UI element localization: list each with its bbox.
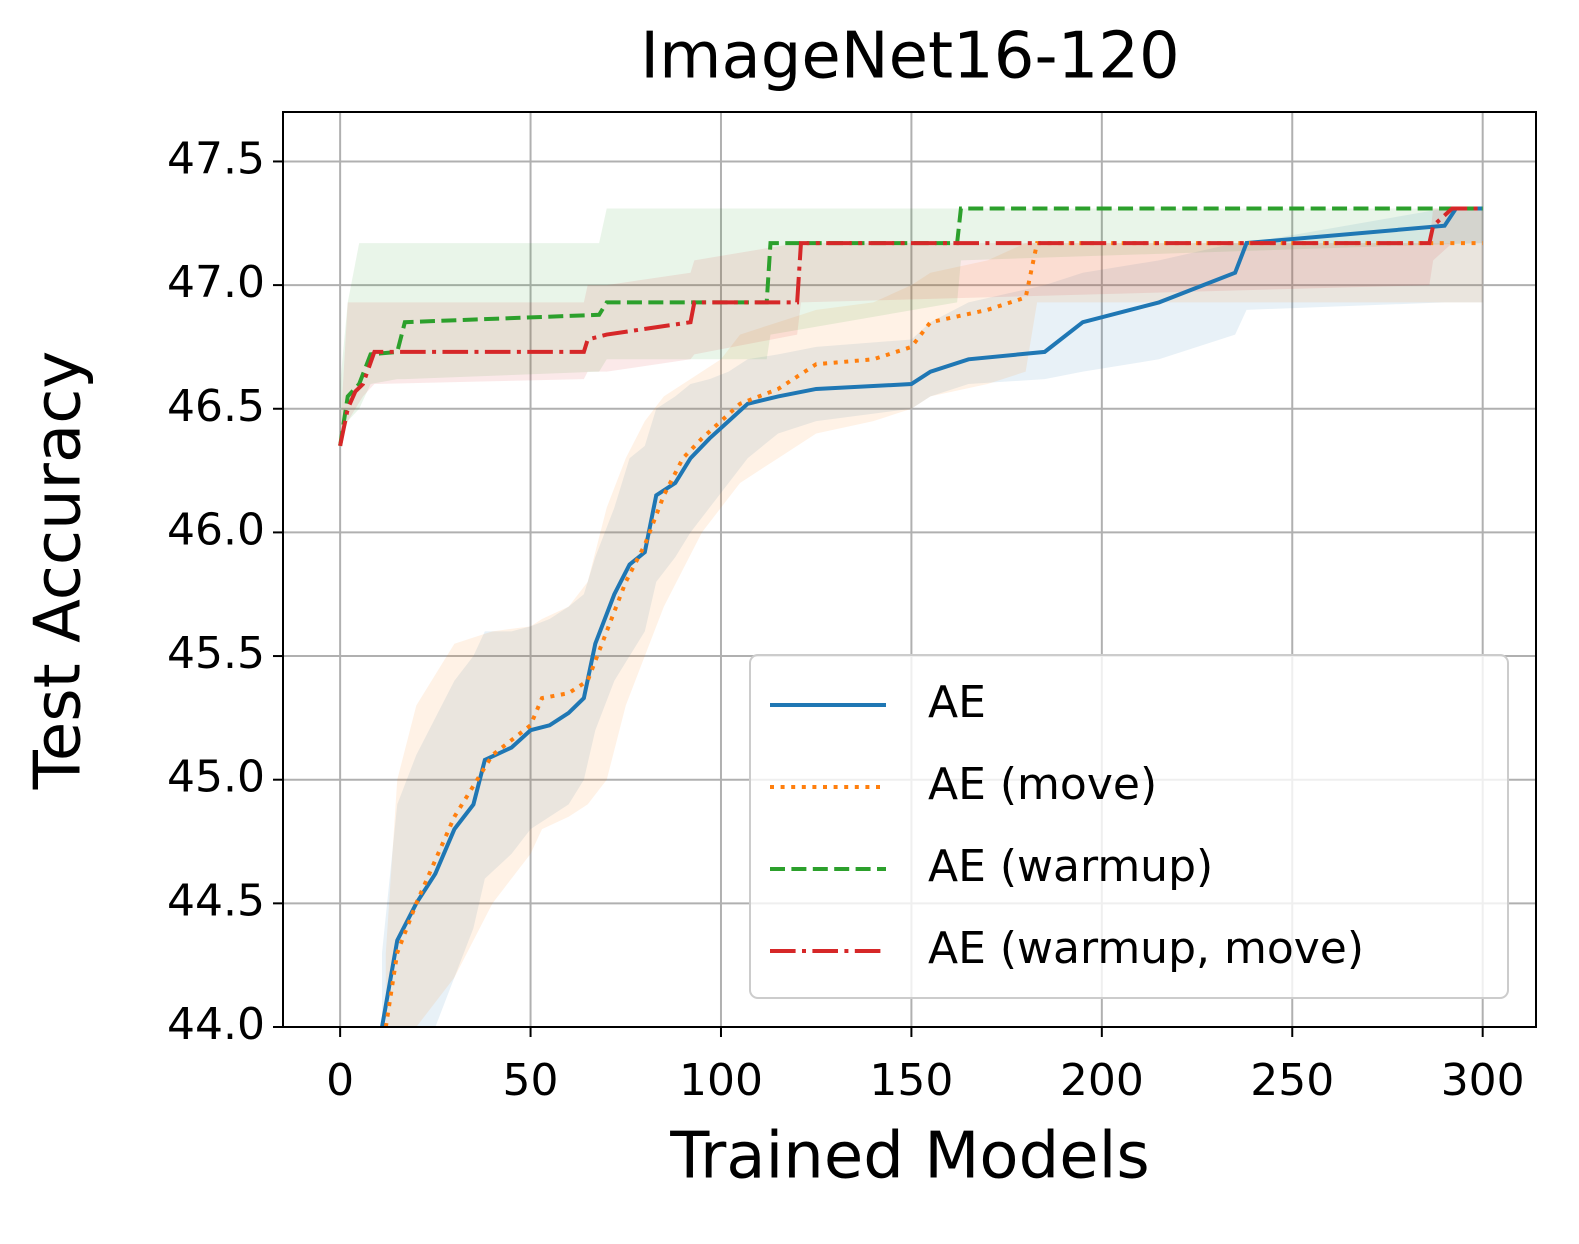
x-axis-label: Trained Models [669,1120,1149,1194]
confidence-band [340,208,1483,446]
x-tick-label: 200 [1060,1055,1144,1106]
y-tick-label: 47.5 [167,133,265,184]
y-tick-label: 47.0 [167,257,265,308]
x-tick-label: 150 [869,1055,953,1106]
x-tick-label: 300 [1441,1055,1525,1106]
y-tick-label: 45.0 [167,752,265,803]
y-tick-label: 46.5 [167,381,265,432]
x-tick-label: 100 [679,1055,763,1106]
y-tick-label: 46.0 [167,504,265,555]
legend-label: AE [928,677,986,728]
y-tick-label: 45.5 [167,628,265,679]
legend-box [749,654,1509,999]
legend-label: AE (warmup, move) [928,923,1364,974]
legend-label: AE (move) [928,759,1157,810]
line [338,206,1483,447]
plot-frame [282,111,1537,1028]
chart-title: ImageNet16-120 [640,20,1179,94]
confidence-band [382,208,1483,1027]
x-tick-label: 0 [326,1055,354,1106]
confidence-band [340,208,1483,446]
plot-area [338,206,1483,1027]
x-tick-label: 50 [503,1055,559,1106]
line [380,206,1483,1027]
y-tick-label: 44.5 [167,875,265,926]
legend-label: AE (warmup) [928,841,1213,892]
y-axis-label: Test Accuracy [22,351,96,791]
confidence-band [385,243,1483,1027]
x-tick-label: 250 [1250,1055,1334,1106]
y-tick-label: 44.0 [167,999,265,1050]
